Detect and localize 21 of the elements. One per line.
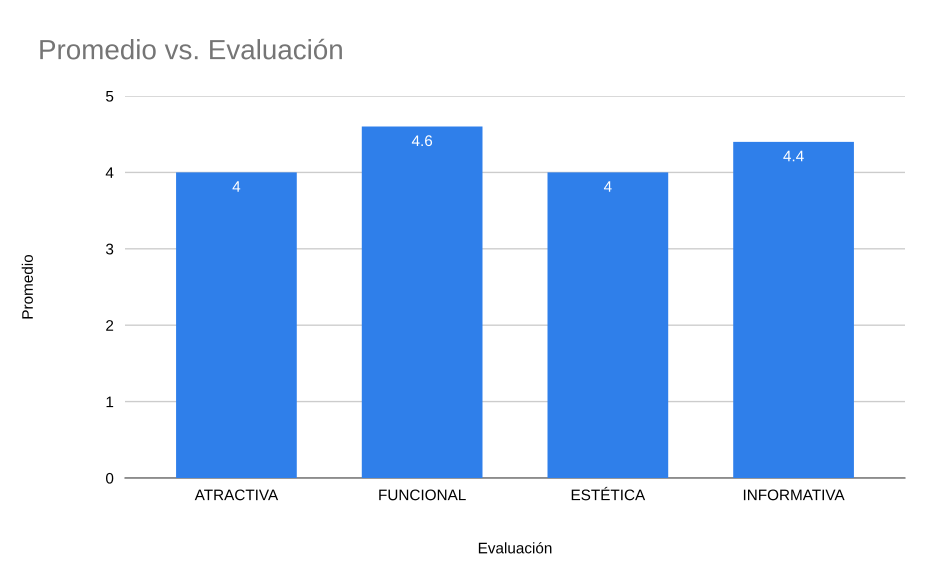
- y-tick-label: 0: [106, 472, 114, 484]
- y-tick-label: 4: [106, 167, 114, 178]
- y-tick-label: 5: [106, 91, 114, 102]
- data-label: 4: [232, 181, 240, 192]
- x-tick-label: INFORMATIVA: [744, 490, 845, 500]
- x-axis-title: Evaluación: [478, 542, 552, 554]
- y-tick-label: 1: [106, 396, 114, 408]
- bar: [733, 142, 854, 478]
- data-label: 4.6: [412, 135, 432, 146]
- bar: [548, 172, 668, 478]
- x-tick-label: ESTÉTICA: [572, 486, 646, 500]
- x-tick-label: FUNCIONAL: [379, 490, 466, 500]
- bar: [176, 172, 297, 478]
- y-tick-label: 3: [106, 244, 114, 254]
- x-tick-label: ATRACTIVA: [194, 490, 278, 500]
- data-label: 4.4: [783, 150, 804, 162]
- y-tick-label: 2: [106, 320, 114, 331]
- y-axis-title: Promedio: [22, 254, 33, 318]
- bar: [362, 126, 482, 478]
- chart-title: Promedio vs. Evaluación: [40, 38, 342, 60]
- data-label: 4: [604, 181, 612, 192]
